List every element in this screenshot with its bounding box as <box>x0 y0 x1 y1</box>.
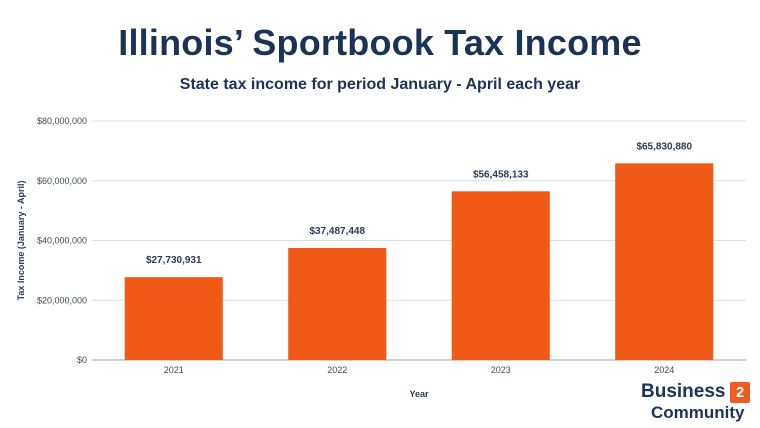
x-tick-label: 2021 <box>164 365 184 375</box>
x-tick-label: 2024 <box>654 365 674 375</box>
logo-text-business: Business <box>641 381 726 402</box>
business2community-logo: Business 2 Community <box>641 381 753 423</box>
data-label: $27,730,931 <box>146 255 202 266</box>
bar <box>615 163 714 360</box>
chart-title: Illinois’ Sportbook Tax Income <box>118 22 642 63</box>
x-tick-label: 2022 <box>327 365 347 375</box>
x-axis-title: Year <box>409 389 429 399</box>
data-label: $56,458,133 <box>473 169 529 180</box>
bar <box>124 277 223 360</box>
logo-badge: 2 <box>730 382 750 403</box>
x-tick-label: 2023 <box>491 365 511 375</box>
y-axis-title: Tax Income (January - April) <box>16 180 26 300</box>
bar <box>288 248 387 360</box>
data-label: $65,830,880 <box>636 141 692 152</box>
data-label: $37,487,448 <box>309 226 365 237</box>
y-tick-label: $40,000,000 <box>37 236 87 246</box>
bar <box>451 191 550 360</box>
chart-subtitle: State tax income for period January - Ap… <box>179 76 581 93</box>
y-tick-label: $0 <box>77 355 87 365</box>
logo-text-community: Community <box>651 403 745 422</box>
y-tick-label: $80,000,000 <box>37 116 87 126</box>
y-tick-label: $60,000,000 <box>37 176 87 186</box>
y-tick-label: $20,000,000 <box>37 295 87 305</box>
